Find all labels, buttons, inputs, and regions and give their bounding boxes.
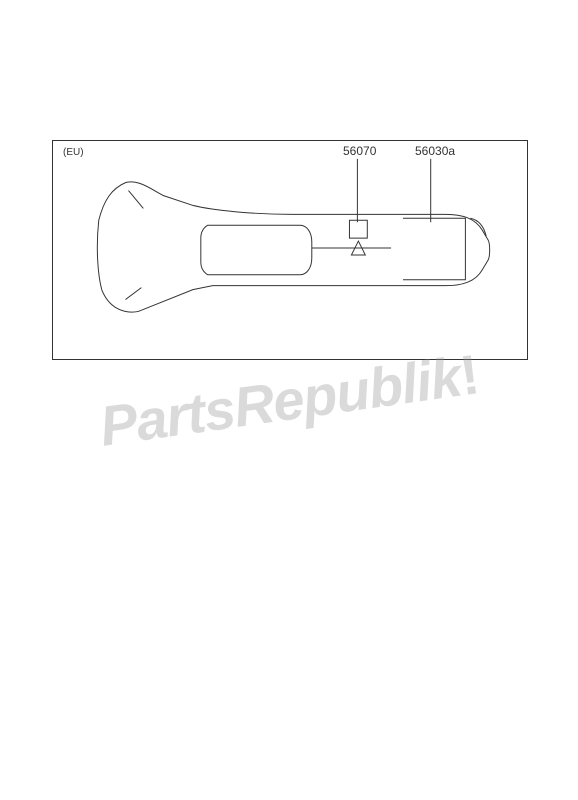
watermark-main: PartsRepublik — [96, 345, 465, 458]
diagram-frame: (EU) 56070 56030a — [52, 140, 528, 360]
front-crease-1 — [128, 191, 143, 209]
front-crease-2 — [126, 288, 142, 300]
warning-label-box — [349, 220, 367, 238]
seat-inner-panel — [201, 225, 312, 275]
seat-diagram-svg — [53, 141, 527, 359]
info-label-area — [403, 218, 465, 279]
